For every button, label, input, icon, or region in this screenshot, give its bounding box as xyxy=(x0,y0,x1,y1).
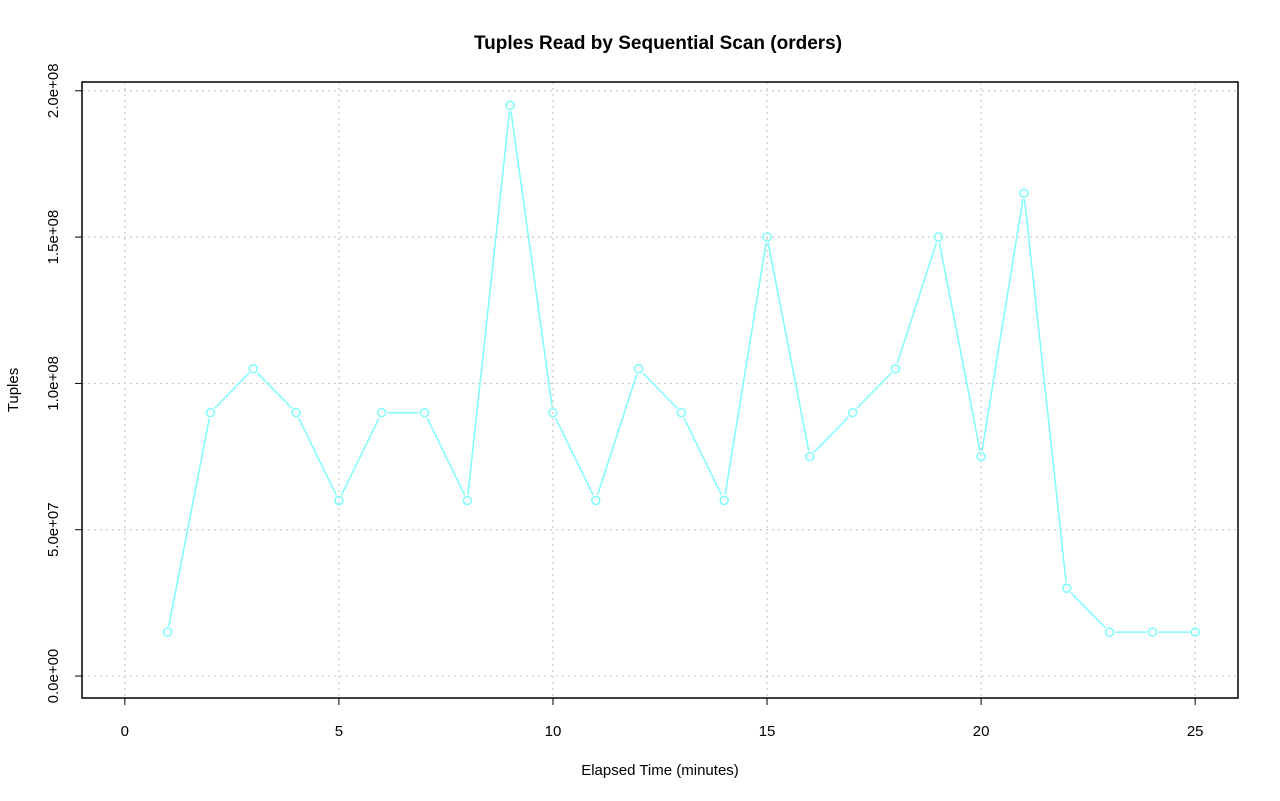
data-point xyxy=(933,232,944,242)
y-tick-label: 0.0e+00 xyxy=(45,649,62,704)
data-point xyxy=(376,407,387,418)
x-axis-label: Elapsed Time (minutes) xyxy=(581,762,739,779)
line-segment xyxy=(426,417,466,496)
line-segment xyxy=(596,374,638,495)
data-point xyxy=(162,627,173,637)
line-segment xyxy=(813,416,850,453)
x-tick-label: 10 xyxy=(545,723,562,740)
data-point xyxy=(762,232,772,242)
series-group xyxy=(162,100,1200,637)
x-tick-label: 0 xyxy=(121,723,129,740)
data-point xyxy=(1104,627,1115,637)
x-tick-label: 5 xyxy=(335,723,343,740)
grid xyxy=(82,82,1238,698)
data-point xyxy=(847,407,858,418)
data-point xyxy=(505,100,515,111)
y-axis: 0.0e+00 5.0e+07 1.0e+08 1.5e+08 2.0e+08 xyxy=(45,63,82,703)
data-point xyxy=(890,364,901,374)
data-point xyxy=(1061,583,1072,594)
data-point xyxy=(1019,188,1029,198)
line-segment xyxy=(642,372,678,409)
y-tick-label: 1.5e+08 xyxy=(45,210,62,265)
y-tick-label: 2.0e+08 xyxy=(45,63,62,118)
line-segment xyxy=(298,417,337,496)
x-tick-label: 25 xyxy=(1187,723,1204,740)
y-axis-label: Tuples xyxy=(5,368,22,412)
line-segment xyxy=(1070,592,1106,629)
line-segment xyxy=(467,111,511,495)
data-point xyxy=(591,495,601,506)
line-segment xyxy=(554,417,594,496)
line-segment xyxy=(168,418,211,627)
line-segment xyxy=(767,242,810,451)
x-tick-label: 20 xyxy=(973,723,990,740)
line-segment xyxy=(214,372,250,409)
line-segment xyxy=(1023,199,1067,583)
line-segment xyxy=(340,417,380,496)
data-point xyxy=(719,495,729,506)
data-point xyxy=(291,407,301,418)
line-segment xyxy=(856,372,892,409)
data-point xyxy=(1190,627,1200,637)
data-point xyxy=(205,407,216,418)
line-segment xyxy=(981,199,1024,451)
data-point xyxy=(805,451,815,462)
line-segment xyxy=(724,242,767,495)
x-axis: 0 5 10 15 20 25 xyxy=(121,698,1204,740)
series-line xyxy=(162,100,1200,637)
y-tick-label: 1.0e+08 xyxy=(45,356,62,411)
plot-frame xyxy=(81,81,1239,699)
data-point xyxy=(334,495,344,506)
data-point xyxy=(633,364,644,374)
line-segment xyxy=(896,242,938,364)
data-point xyxy=(676,407,687,418)
data-point xyxy=(1147,627,1158,637)
line-segment xyxy=(683,417,723,496)
line-segment xyxy=(938,242,981,451)
data-point xyxy=(548,407,558,418)
chart-title: Tuples Read by Sequential Scan (orders) xyxy=(474,33,842,54)
line-segment xyxy=(510,111,553,407)
data-point xyxy=(976,451,986,462)
data-point xyxy=(462,495,473,506)
data-point xyxy=(248,364,259,374)
line-segment xyxy=(256,372,293,409)
data-point xyxy=(419,407,430,418)
x-tick-label: 15 xyxy=(759,723,776,740)
y-tick-label: 5.0e+07 xyxy=(45,502,62,557)
